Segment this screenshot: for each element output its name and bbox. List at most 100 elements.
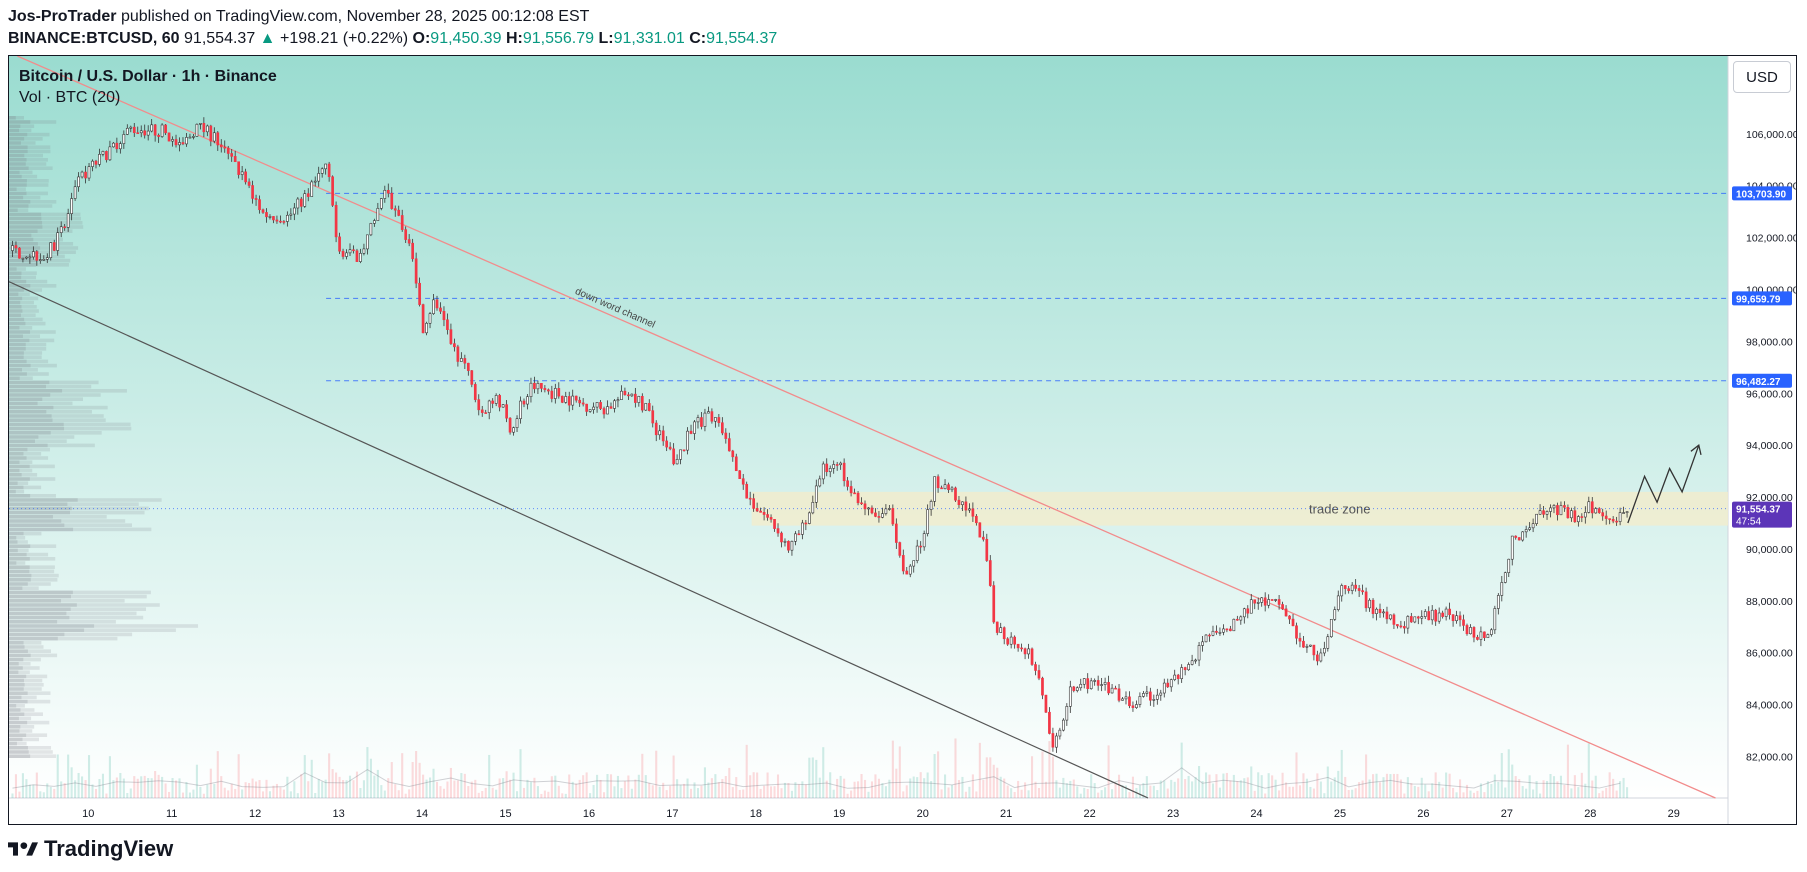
volume-profile-row <box>9 212 81 217</box>
arrow-up-icon[interactable] <box>1690 444 1702 456</box>
candle-body <box>1514 535 1518 538</box>
volume-bar <box>310 759 313 798</box>
candle-body <box>908 565 912 575</box>
legend-title[interactable]: Bitcoin / U.S. Dollar · 1h · Binance <box>19 68 277 85</box>
volume-bar <box>1455 792 1458 798</box>
volume-bar <box>1093 783 1096 798</box>
volume-profile-row-core <box>9 334 23 338</box>
projection-polyline[interactable] <box>1627 444 1700 524</box>
candle-body <box>1406 616 1410 629</box>
footer-brand[interactable]: TradingView <box>8 836 173 862</box>
level-price-badge[interactable]: 99,659.79 <box>1736 294 1781 305</box>
upper-channel-line[interactable] <box>17 56 1716 799</box>
volume-bar <box>582 775 585 798</box>
volume-profile-row <box>9 662 31 666</box>
candle-body <box>922 533 926 548</box>
volume-profile-row-core <box>9 149 28 154</box>
level-price-badge[interactable]: 96,482.27 <box>1736 377 1781 388</box>
candle-body <box>1075 687 1079 691</box>
candle-body <box>1524 529 1528 533</box>
volume-bar <box>460 773 463 798</box>
chart-frame[interactable]: trade zone down word channel 82,000.00 84… <box>8 55 1797 825</box>
candle-body <box>585 403 588 412</box>
candle-body <box>80 171 84 178</box>
volume-bar <box>515 791 519 798</box>
projection-path[interactable] <box>1627 444 1702 524</box>
candle-body <box>1444 608 1448 617</box>
level-price-badge[interactable]: 103,703.90 <box>1736 189 1786 200</box>
volume-bar <box>25 779 28 798</box>
volume-bar <box>742 789 745 798</box>
candle-body <box>303 193 307 207</box>
volume-bar <box>1570 788 1573 798</box>
horizontal-levels[interactable] <box>9 192 1728 510</box>
candle-body <box>206 125 209 133</box>
volume-bar <box>314 792 317 798</box>
current-price-badge-bg[interactable] <box>1732 501 1792 528</box>
volume-bar <box>425 779 428 798</box>
candle-body <box>473 384 477 400</box>
volume-bar <box>1399 779 1402 798</box>
level-price-badge-bg[interactable] <box>1732 291 1792 306</box>
volume-bar <box>456 780 459 798</box>
volume-profile-row-core <box>9 128 20 133</box>
volume-bar <box>1010 788 1013 798</box>
candle-body <box>1573 510 1577 523</box>
candle-body <box>442 310 446 321</box>
volume-bar <box>571 781 574 798</box>
volume-bar <box>439 786 442 798</box>
volume-bar <box>1330 781 1333 798</box>
candle-body <box>341 250 345 257</box>
volume-bar <box>21 773 24 798</box>
candle-body <box>1162 682 1166 694</box>
candle-body <box>1103 682 1107 685</box>
volume-profile-row <box>9 695 37 700</box>
volume-bar <box>1250 766 1253 798</box>
volume-bar <box>902 791 905 798</box>
volume-profile-row-core <box>9 468 20 473</box>
volume-profile-row-core <box>9 662 19 666</box>
time-tick-label: 25 <box>1334 808 1346 820</box>
candle-body <box>665 440 669 448</box>
volume-profile-row <box>9 502 139 506</box>
candle-body <box>56 232 60 251</box>
volume-bar <box>1114 783 1117 798</box>
legend-volume[interactable]: Vol · BTC (20) <box>19 89 121 106</box>
volume-bar <box>1337 770 1340 798</box>
volume-bar <box>46 783 49 798</box>
candle-body <box>919 545 923 548</box>
volume-bar <box>672 755 675 798</box>
author-name[interactable]: Jos-ProTrader <box>8 8 117 25</box>
candle-body <box>1159 692 1163 696</box>
candles <box>11 117 1629 753</box>
volume-bar <box>686 778 689 798</box>
candle-body <box>338 236 341 252</box>
volume-profile-row-core <box>9 254 35 259</box>
candle-body <box>254 198 258 200</box>
volume-bar <box>1545 780 1549 798</box>
candle-body <box>376 207 380 221</box>
volume-bar <box>1497 781 1500 798</box>
volume-bar <box>627 775 630 798</box>
volume-bar <box>234 788 237 798</box>
candle-body <box>804 522 808 525</box>
volume-bar <box>251 778 254 798</box>
candle-body <box>658 430 662 436</box>
level-price-badge-bg[interactable] <box>1732 186 1792 201</box>
volume-profile-row <box>9 578 58 582</box>
volume-profile-row-core <box>9 267 17 271</box>
volume-profile-row-core <box>9 573 32 578</box>
time-axis[interactable]: 10 11 12 13 14 15 16 17 18 19 20 21 22 23 24 25 26 27 28 29 <box>82 808 1680 820</box>
current-price-badge[interactable]: 91,554.37 <box>1736 505 1781 516</box>
candle-body <box>811 502 815 514</box>
currency-button[interactable]: USD <box>1733 61 1791 93</box>
volume-bar <box>676 779 679 798</box>
candle-body <box>1239 616 1243 621</box>
price-chart[interactable]: trade zone down word channel 82,000.0084… <box>9 56 1797 825</box>
level-price-badge-bg[interactable] <box>1732 373 1792 388</box>
volume-bar <box>289 791 292 798</box>
volume-profile-row-core <box>9 195 24 200</box>
price-axis[interactable]: 82,000.00 84,000.00 86,000.00 88,000.00 90,0… <box>1732 129 1797 764</box>
candle-body <box>480 409 484 413</box>
lower-channel-line[interactable] <box>9 281 1149 799</box>
